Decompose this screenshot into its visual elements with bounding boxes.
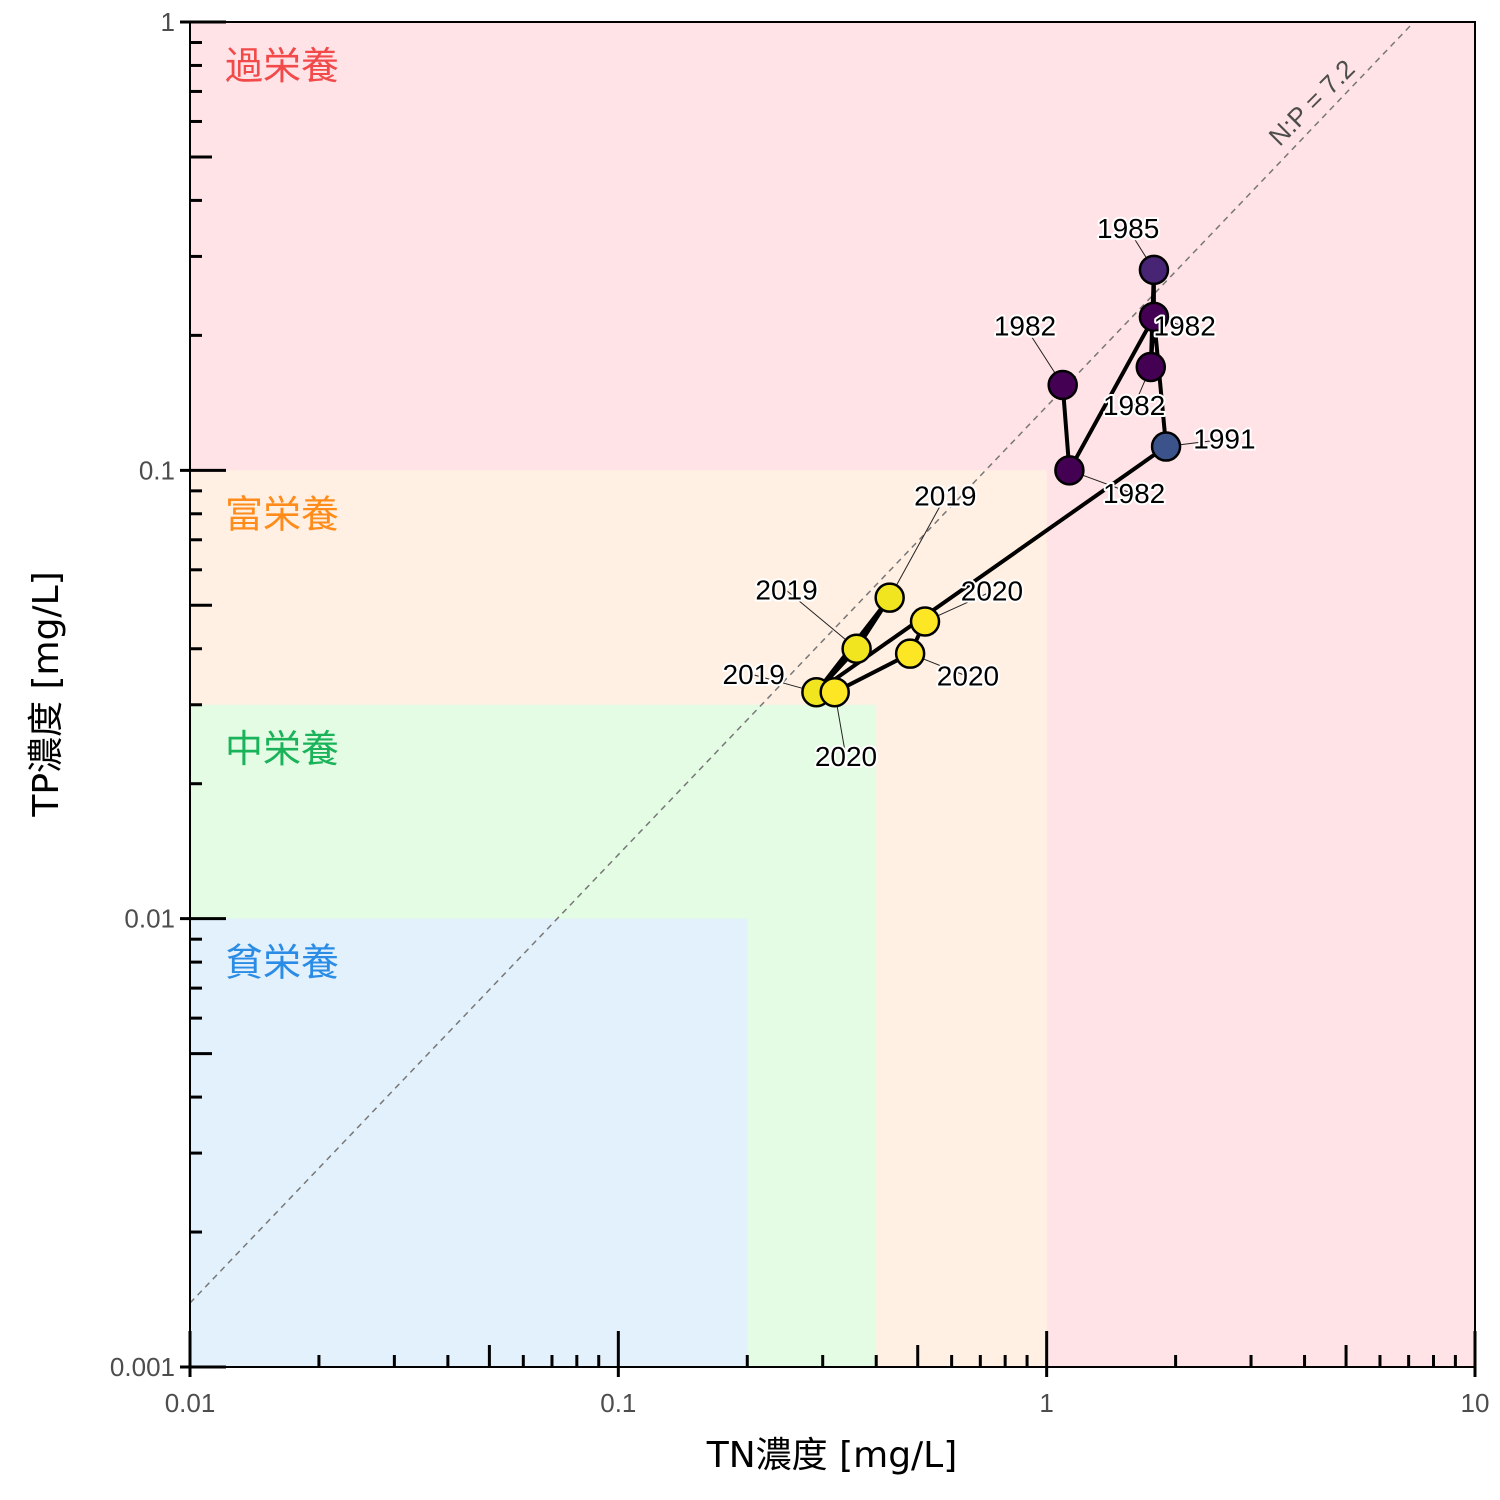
point-1982	[1135, 351, 1167, 383]
year-label-1982: 1982	[1154, 310, 1216, 341]
np-ratio-line	[189, 21, 1415, 1304]
x-tick-label: 0.1	[600, 1388, 636, 1418]
axis-ticks: 0.01 0.1 1 10 0.001 0.01 0.1 1	[110, 7, 1490, 1418]
year-label-2019: 2019	[755, 575, 817, 606]
point-1982	[1054, 455, 1085, 486]
y-tick-label: 1	[161, 7, 175, 37]
zone-3	[190, 918, 748, 1367]
year-label-2020: 2020	[815, 741, 877, 772]
x-tick-label: 0.01	[165, 1388, 216, 1418]
year-label-2020: 2020	[961, 575, 1023, 606]
point-1982	[1138, 301, 1170, 333]
point-2020	[819, 676, 850, 708]
data-points	[801, 254, 1182, 708]
point-2019	[841, 633, 872, 664]
zone-label-3: 貧栄養	[225, 941, 339, 985]
x-axis-title: TN濃度 [mg/L]	[706, 1435, 958, 1476]
year-label-1991: 1991	[1193, 423, 1255, 454]
year-label-1982: 1982	[1103, 478, 1165, 509]
y-tick-label: 0.001	[110, 1352, 175, 1382]
point-1991	[1150, 431, 1182, 462]
zone-label-0: 過栄養	[225, 44, 339, 88]
x-tick-label: 1	[1039, 1388, 1053, 1418]
x-tick-label: 10	[1461, 1388, 1490, 1418]
y-tick-label: 0.01	[124, 904, 175, 934]
year-label-1982: 1982	[1103, 390, 1165, 421]
year-label-1982: 1982	[994, 310, 1056, 341]
point-2019	[874, 582, 905, 613]
year-labels: 1985 1982 1982 1982 1982 1991 2019 2019 2019 2020…	[721, 211, 1258, 774]
zone-label-2: 中栄養	[225, 727, 339, 771]
zone-label-1: 富栄養	[225, 492, 339, 536]
year-label-2020: 2020	[937, 661, 999, 692]
y-axis-title: TP濃度 [mg/L]	[26, 571, 67, 817]
year-label-2019: 2019	[723, 659, 785, 690]
leader-line	[889, 496, 946, 598]
year-label-1985: 1985	[1097, 213, 1159, 244]
y-tick-label: 0.1	[139, 455, 175, 485]
point-2020	[909, 606, 941, 637]
point-2020	[894, 638, 926, 669]
point-1985	[1138, 254, 1170, 286]
plot-frame	[189, 21, 1476, 1368]
year-label-2019: 2019	[914, 480, 976, 511]
point-1982	[1047, 369, 1078, 401]
